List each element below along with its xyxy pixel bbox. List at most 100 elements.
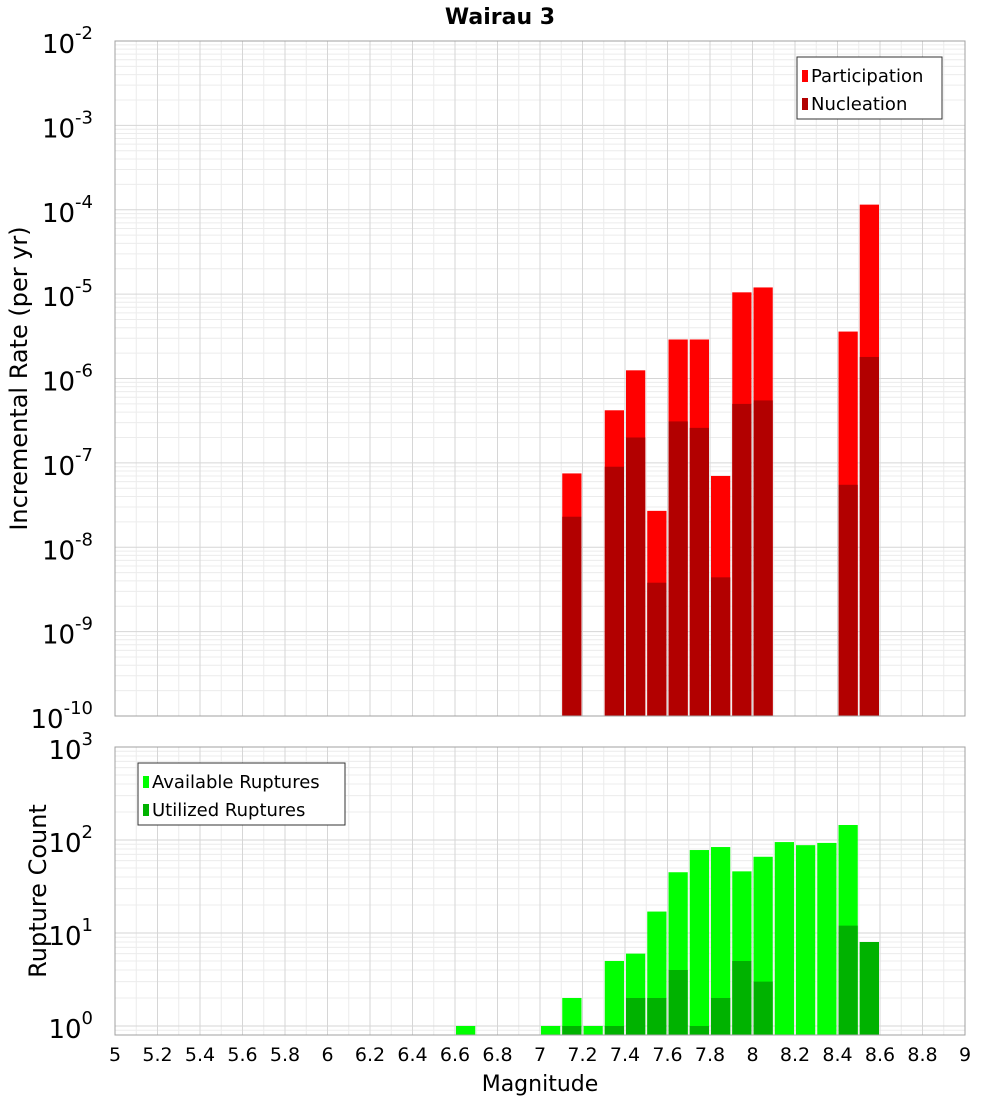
y-tick-exponent: -6: [75, 361, 93, 382]
bar: [562, 997, 582, 1035]
x-axis-label: Magnitude: [482, 1072, 599, 1097]
bar: [456, 1025, 476, 1035]
x-tick-label: 7.8: [695, 1044, 725, 1066]
legend-box: [796, 56, 943, 120]
bar: [753, 400, 773, 716]
bar: [583, 1025, 603, 1035]
x-tick-label: 6: [321, 1044, 333, 1066]
bar: [796, 845, 816, 1035]
y-tick-label: 10-10: [31, 698, 94, 735]
bar: [562, 1025, 582, 1035]
y-tick-exponent: 2: [82, 822, 93, 843]
bar: [774, 842, 794, 1035]
y-tick-base: 10: [31, 705, 64, 735]
y-tick-label: 10-9: [42, 614, 93, 651]
y-tick-base: 10: [42, 621, 75, 651]
y-tick-exponent: 3: [82, 729, 93, 750]
y-tick-base: 10: [42, 452, 75, 482]
x-tick-label: 8.2: [780, 1044, 810, 1066]
x-tick-label: 8.6: [865, 1044, 895, 1066]
y-tick-base: 10: [42, 30, 75, 60]
bar: [647, 582, 667, 716]
x-tick-label: 7: [534, 1044, 546, 1066]
bar: [711, 997, 731, 1035]
bar: [604, 960, 624, 1035]
bar: [838, 484, 858, 716]
y-tick-exponent: 1: [82, 915, 93, 936]
legend-swatch: [802, 98, 808, 110]
y-tick-label: 101: [48, 915, 93, 952]
y-tick-base: 10: [48, 829, 81, 859]
bar: [626, 997, 646, 1035]
bar: [689, 427, 709, 716]
y-tick-base: 10: [42, 199, 75, 229]
y-tick-exponent: -3: [75, 107, 93, 128]
y-tick-label: 10-5: [42, 276, 93, 313]
series-secondary: [562, 356, 879, 716]
bar: [838, 925, 858, 1035]
legend-label: Participation: [811, 66, 923, 87]
bar: [668, 421, 688, 716]
y-tick-exponent: -8: [75, 529, 93, 550]
bar: [604, 1025, 624, 1035]
bar: [732, 403, 752, 716]
x-tick-label: 7.2: [567, 1044, 597, 1066]
x-tick-label: 6.2: [355, 1044, 385, 1066]
y-tick-label: 10-6: [42, 361, 93, 398]
y-tick-base: 10: [48, 736, 81, 766]
x-tick-label: 8.4: [822, 1044, 852, 1066]
legend-label: Available Ruptures: [152, 772, 320, 793]
y-axis-label: Incremental Rate (per yr): [5, 226, 33, 530]
x-tick-label: 7.6: [652, 1044, 682, 1066]
y-tick-base: 10: [42, 368, 75, 398]
bar: [689, 1025, 709, 1035]
rate-panel: 10-1010-910-810-710-610-510-410-310-2Inc…: [5, 23, 966, 735]
bar: [859, 942, 879, 1035]
y-tick-exponent: -9: [75, 614, 93, 635]
y-tick-base: 10: [48, 922, 81, 952]
x-tick-label: 5: [109, 1044, 121, 1066]
x-tick-label: 8: [746, 1044, 758, 1066]
legend-label: Utilized Ruptures: [152, 800, 305, 821]
y-tick-exponent: -2: [75, 23, 93, 44]
series-secondary: [562, 925, 879, 1035]
y-tick-label: 10-2: [42, 23, 93, 60]
bar: [711, 847, 731, 1035]
legend-swatch: [143, 804, 149, 816]
y-tick-label: 10-8: [42, 529, 93, 566]
x-axis-ticks: 5 5.2 5.4 5.6 5.8 6 6.2 6.4 6.6 6.8 7 7.2 7.4 7.6 7.8 8…: [109, 1044, 971, 1066]
bar: [817, 842, 837, 1035]
legend-box: [137, 762, 346, 826]
plot-border: [114, 746, 966, 1036]
legend: Available Ruptures Utilized Ruptures: [137, 762, 346, 826]
y-tick-label: 100: [48, 1008, 93, 1045]
grid: [114, 40, 966, 717]
y-tick-exponent: -10: [64, 698, 93, 719]
y-tick-label: 10-3: [42, 107, 93, 144]
legend-label: Nucleation: [811, 94, 907, 115]
plot-border: [114, 40, 966, 717]
y-axis-label: Rupture Count: [24, 804, 52, 978]
y-tick-label: 102: [48, 822, 93, 859]
bar: [859, 356, 879, 716]
x-tick-label: 6.6: [440, 1044, 470, 1066]
chart-title: Wairau 3: [445, 5, 555, 30]
bar: [604, 466, 624, 716]
y-tick-base: 10: [42, 283, 75, 313]
y-tick-base: 10: [48, 1015, 81, 1045]
y-tick-label: 10-4: [42, 192, 93, 229]
legend-swatch: [802, 70, 808, 82]
x-tick-label: 5.6: [227, 1044, 257, 1066]
x-tick-label: 7.4: [610, 1044, 640, 1066]
y-tick-exponent: 0: [82, 1008, 93, 1029]
x-tick-label: 5.4: [185, 1044, 215, 1066]
x-tick-label: 6.4: [397, 1044, 427, 1066]
x-tick-label: 5.2: [142, 1044, 172, 1066]
bar: [732, 960, 752, 1035]
bar: [562, 516, 582, 716]
bar: [541, 1025, 561, 1035]
x-tick-label: 8.8: [907, 1044, 937, 1066]
x-tick-label: 6.8: [482, 1044, 512, 1066]
y-tick-base: 10: [42, 114, 75, 144]
